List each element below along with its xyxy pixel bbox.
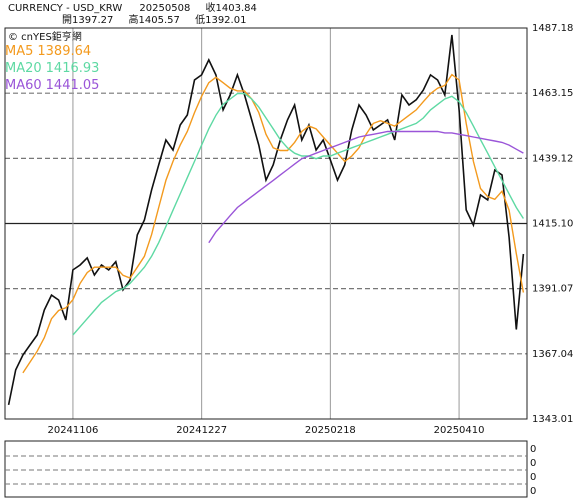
legend-value: 1389.64	[37, 44, 91, 59]
date: 20250508	[139, 3, 190, 14]
y-tick-label: 1463.15	[532, 88, 573, 99]
sub-tick-label: 0	[530, 472, 536, 483]
x-tick-label: 20250410	[434, 425, 485, 436]
sub-tick-label: 0	[530, 444, 536, 455]
lines	[7, 34, 525, 406]
close-value: 1403.84	[216, 3, 257, 14]
low-value: 1392.01	[205, 15, 246, 26]
grid	[5, 28, 527, 419]
x-tick-label: 20241106	[47, 425, 98, 436]
high-label: 高	[129, 13, 139, 26]
sub-tick-label: 0	[530, 486, 536, 497]
plot-frame	[4, 27, 528, 420]
header-line-2: 開1397.27 高1405.57 低1392.01	[62, 13, 246, 26]
legend-name: MA20	[5, 61, 42, 76]
symbol: CURRENCY - USD_KRW	[8, 3, 122, 14]
y-tick-label: 1343.01	[532, 414, 573, 425]
open-label: 開	[62, 14, 72, 26]
legend: MA5 1389.64 MA20 1416.93 MA60 1441.05	[5, 44, 99, 93]
sub-panel: 0 0 0 0	[5, 444, 536, 497]
legend-entry: MA20 1416.93	[5, 61, 99, 76]
watermark: © cnYES鉅亨網	[8, 30, 82, 43]
y-tick-label: 1391.07	[532, 284, 573, 295]
high-value: 1405.57	[139, 15, 180, 26]
legend-value: 1416.93	[46, 61, 100, 76]
low-label: 低	[195, 13, 205, 26]
series-line	[208, 130, 524, 244]
close-label: 收	[206, 1, 216, 14]
open-value: 1397.27	[72, 15, 113, 26]
header-line-1: CURRENCY - USD_KRW 20250508 收1403.84	[8, 1, 257, 14]
legend-name: MA60	[5, 78, 42, 93]
y-tick-label: 1367.04	[532, 349, 573, 360]
y-tick-label: 1439.12	[532, 153, 573, 164]
x-tick-label: 20250218	[305, 425, 356, 436]
x-tick-label: 20241227	[176, 425, 227, 436]
legend-entry: MA5 1389.64	[5, 44, 91, 59]
legend-value: 1441.05	[46, 78, 100, 93]
series-line	[72, 92, 524, 336]
series-line	[7, 34, 525, 406]
legend-name: MA5	[5, 44, 33, 59]
y-tick-label: 1415.10	[532, 218, 573, 229]
series-line	[22, 73, 525, 374]
y-tick-label: 1487.18	[532, 23, 573, 34]
sub-panel-frame	[4, 440, 528, 498]
sub-tick-label: 0	[530, 458, 536, 469]
legend-entry: MA60 1441.05	[5, 78, 99, 93]
